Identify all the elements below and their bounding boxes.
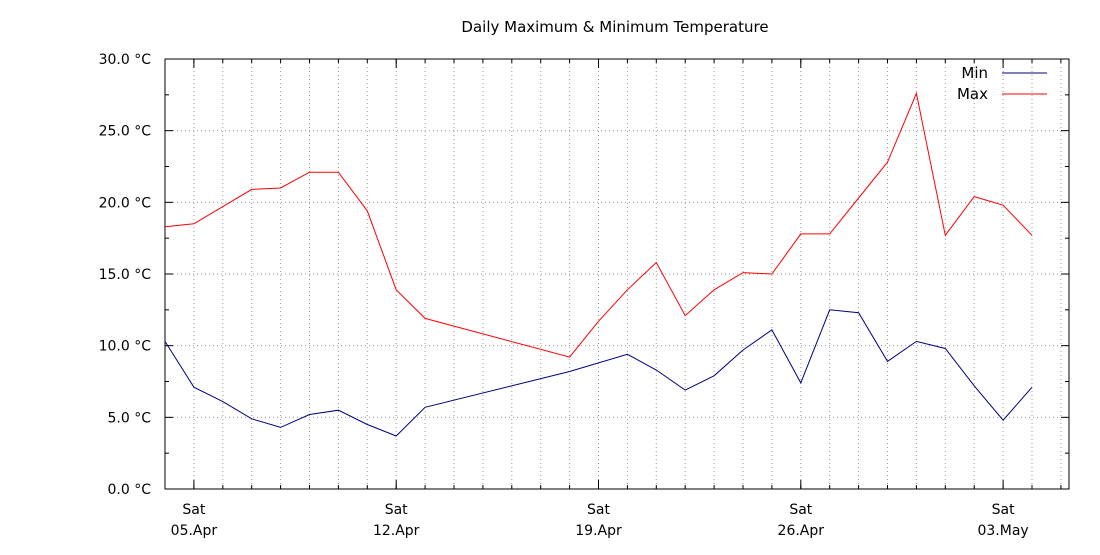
y-tick-label: 30.0 °C (99, 52, 152, 68)
x-tick-day-label: Sat (385, 502, 408, 518)
x-tick-date-label: 19.Apr (575, 523, 622, 539)
legend-label-max: Max (957, 85, 988, 103)
y-tick-label: 15.0 °C (99, 267, 152, 283)
series-line-max (164, 91, 1033, 358)
y-tick-label: 5.0 °C (108, 410, 152, 426)
legend-label-min: Min (961, 64, 988, 82)
x-tick-date-label: 03.May (977, 523, 1028, 539)
y-tick-label: 0.0 °C (108, 482, 152, 498)
series-line-min (164, 309, 1033, 437)
x-tick-date-label: 12.Apr (373, 523, 420, 539)
y-tick-label: 25.0 °C (99, 124, 152, 140)
series-layer (164, 91, 1033, 437)
x-tick-date-label: 05.Apr (171, 523, 218, 539)
x-tick-day-label: Sat (182, 502, 205, 518)
x-tick-date-label: 26.Apr (778, 523, 825, 539)
x-tick-day-label: Sat (992, 502, 1015, 518)
x-tick-day-label: Sat (789, 502, 812, 518)
chart-title: Daily Maximum & Minimum Temperature (461, 18, 769, 36)
x-tick-day-label: Sat (587, 502, 610, 518)
axes: 0.0 °C 5.0 °C 10.0 °C 15.0 °C 20.0 °C 25.0 °C… (99, 52, 1070, 539)
y-tick-label: 10.0 °C (99, 339, 152, 355)
y-tick-label: 20.0 °C (99, 195, 152, 211)
legend: Min Max (957, 64, 1047, 103)
grid (164, 59, 1069, 489)
